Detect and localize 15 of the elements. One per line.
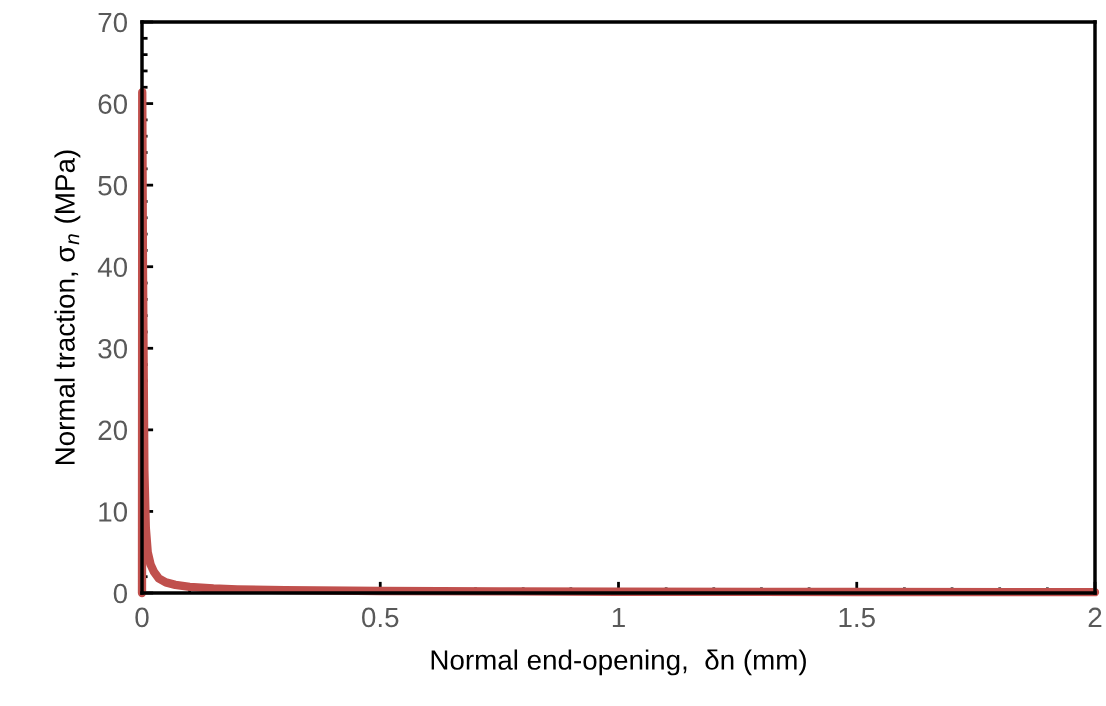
x-tick-label: 2 — [1088, 607, 1102, 628]
x-tick-label: 1 — [612, 607, 625, 628]
y-tick-label: 70 — [98, 12, 128, 33]
y-tick-label: 60 — [98, 94, 128, 114]
y-tick-label: 30 — [98, 338, 128, 359]
x-axis-title: Normal end-opening, δn (mm) — [431, 649, 806, 676]
x-tick-label: 0 — [135, 607, 149, 628]
y-tick-label: 40 — [97, 257, 128, 278]
y-tick-label: 10 — [99, 502, 128, 522]
x-tick-label: 0.5 — [362, 607, 399, 628]
x-tick-label: 1.5 — [839, 607, 875, 628]
y-axis-title: Normal traction, σ$_{n}$ (MPa) — [54, 150, 81, 465]
y-tick-label: 50 — [98, 175, 128, 196]
y-tick-label: 20 — [98, 420, 128, 441]
y-tick-label: 0 — [113, 583, 128, 604]
